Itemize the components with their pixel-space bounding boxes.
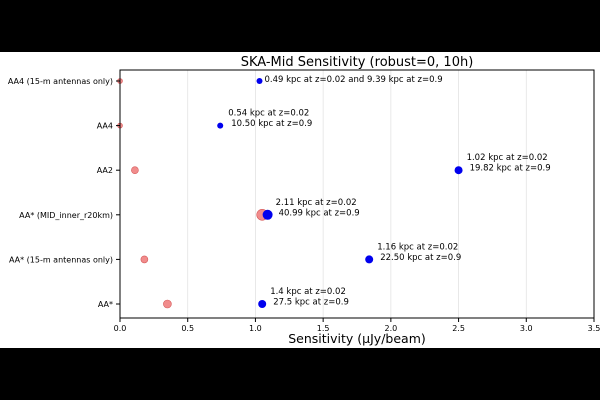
top-letterbox [0, 0, 600, 52]
blue-point [262, 209, 273, 220]
annotation-text: 1.16 kpc at z=0.02 22.50 kpc at z=0.9 [377, 242, 461, 263]
y-tick-label: AA4 (15-m antennas only) [8, 77, 113, 86]
x-tick-label: 3.5 [588, 324, 600, 333]
pink-point [140, 255, 149, 264]
pink-point [163, 299, 172, 309]
x-axis: 0.0 0.5 1.0 1.5 2.0 2.5 3.0 3.5 [114, 318, 600, 333]
x-tick-label: 3.0 [520, 324, 533, 333]
annotation-line: 27.5 kpc at z=0.9 [273, 298, 349, 308]
y-tick-label: AA* [98, 300, 113, 309]
annotation-text: 0.49 kpc at z=0.02 and 9.39 kpc at z=0.9 [264, 75, 442, 85]
annotation-line: 1.16 kpc at z=0.02 [377, 242, 458, 252]
blue-point [454, 166, 463, 175]
annotation-line: 0.54 kpc at z=0.02 [228, 109, 309, 119]
blue-point [217, 122, 224, 129]
annotation-line: 40.99 kpc at z=0.9 [279, 208, 360, 218]
annotation-line: 19.82 kpc at z=0.9 [470, 164, 551, 174]
y-axis: AA4 (15-m antennas only) AA4 AA2 AA* (MID_i… [8, 77, 120, 309]
y-tick-label: AA4 [97, 122, 113, 131]
pink-point [131, 166, 139, 174]
x-tick-label: 2.0 [384, 324, 397, 333]
annotation-line: 1.02 kpc at z=0.02 [467, 153, 548, 163]
annotation-text: 1.02 kpc at z=0.02 19.82 kpc at z=0.9 [467, 153, 551, 174]
chart-title: SKA-Mid Sensitivity (robust=0, 10h) [241, 55, 474, 70]
annotation-line: 10.50 kpc at z=0.9 [231, 119, 312, 129]
x-tick-label: 2.5 [452, 324, 465, 333]
blue-point [256, 78, 263, 84]
blue-point [258, 300, 267, 308]
annotation-line: 1.4 kpc at z=0.02 [270, 287, 346, 297]
x-tick-label: 1.0 [249, 324, 262, 333]
annotation-text: 2.11 kpc at z=0.02 40.99 kpc at z=0.9 [276, 198, 360, 219]
bottom-letterbox [0, 348, 600, 400]
figure-background [0, 52, 600, 348]
plot-frame [119, 69, 595, 319]
annotation-line: 2.11 kpc at z=0.02 [276, 198, 357, 208]
annotation-text: 1.4 kpc at z=0.02 27.5 kpc at z=0.9 [270, 287, 349, 308]
x-tick-label: 0.5 [181, 324, 194, 333]
annotations: 0.49 kpc at z=0.02 and 9.39 kpc at z=0.9… [228, 75, 550, 308]
blue-point [365, 255, 374, 264]
y-tick-label: AA2 [97, 166, 113, 175]
annotation-line: 22.50 kpc at z=0.9 [380, 253, 461, 263]
annotation-text: 0.54 kpc at z=0.02 10.50 kpc at z=0.9 [228, 109, 312, 130]
y-tick-label: AA* (MID_inner_r20km) [19, 211, 113, 220]
x-tick-label: 0.0 [114, 324, 127, 333]
y-tick-label: AA* (15-m antennas only) [9, 255, 113, 264]
x-tick-label: 1.5 [317, 324, 330, 333]
x-axis-label: Sensitivity (μJy/beam) [288, 331, 426, 346]
